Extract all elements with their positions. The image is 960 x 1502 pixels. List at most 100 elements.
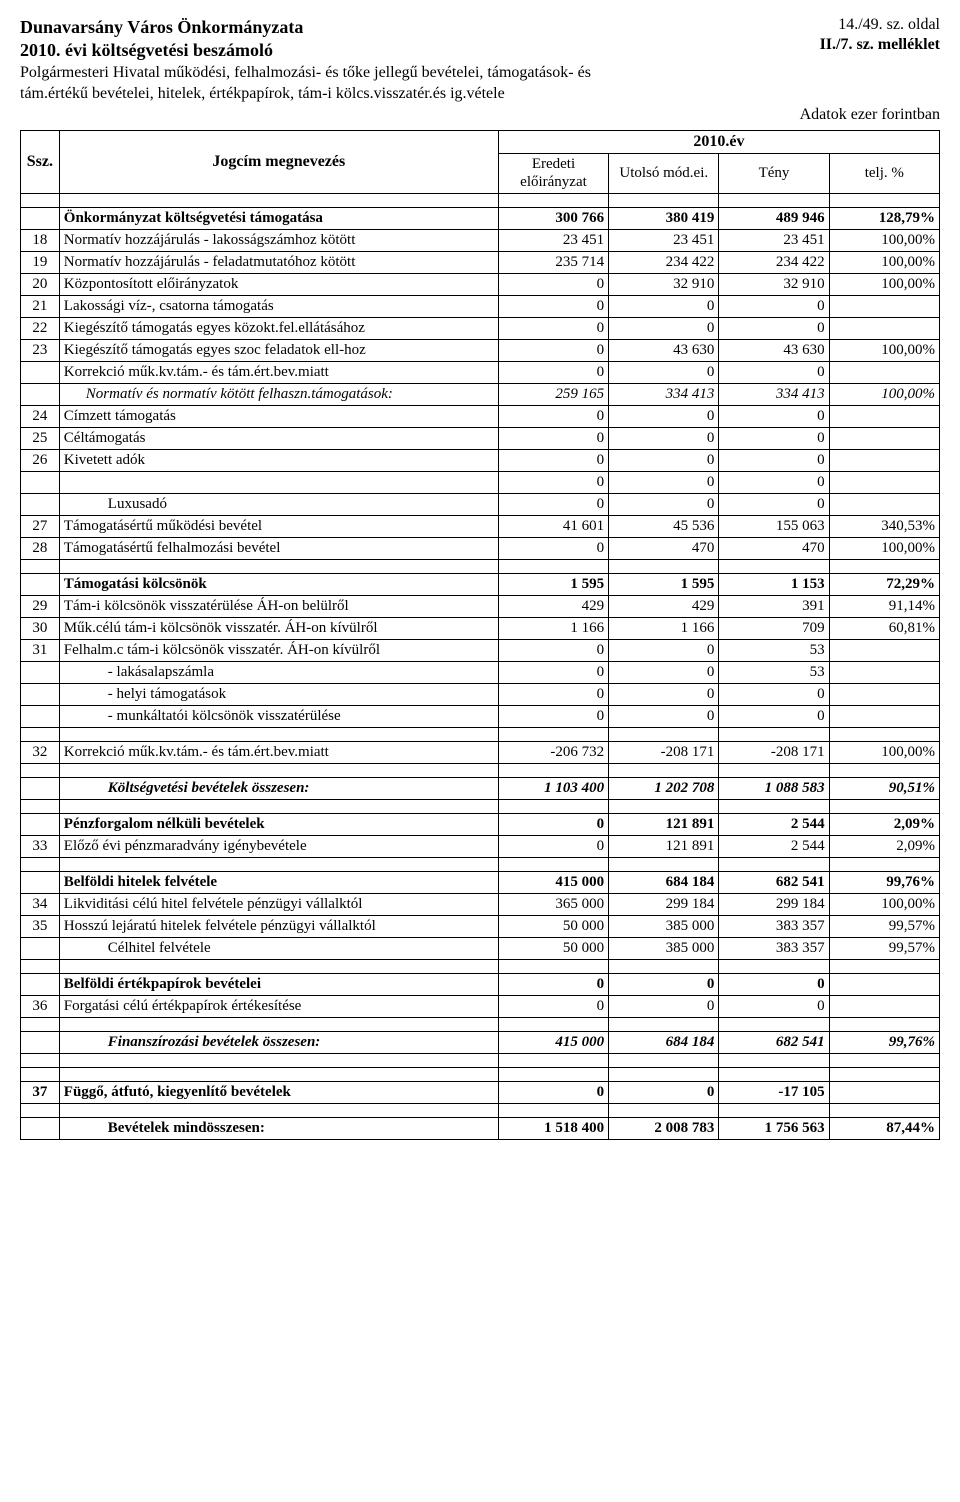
- cell-modified: 121 891: [609, 835, 719, 857]
- cell-modified: 0: [609, 405, 719, 427]
- cell-original: 0: [498, 705, 608, 727]
- cell-actual: 53: [719, 639, 829, 661]
- cell-modified: 385 000: [609, 937, 719, 959]
- empty-cell: [59, 1017, 498, 1031]
- cell-ssz: 31: [21, 639, 60, 661]
- table-row: Pénzforgalom nélküli bevételek0121 8912 …: [21, 813, 940, 835]
- cell-modified: 0: [609, 661, 719, 683]
- cell-original: 50 000: [498, 937, 608, 959]
- col-pct: telj. %: [829, 154, 939, 194]
- cell-name: Likviditási célú hitel felvétele pénzügy…: [59, 893, 498, 915]
- table-row: 30Műk.célú tám-i kölcsönök visszatér. ÁH…: [21, 617, 940, 639]
- empty-cell: [498, 727, 608, 741]
- table-head: Ssz. Jogcím megnevezés 2010.év Eredeti e…: [21, 131, 940, 194]
- cell-actual: 1 088 583: [719, 777, 829, 799]
- cell-name: Forgatási célú értékpapírok értékesítése: [59, 995, 498, 1017]
- cell-actual: 470: [719, 537, 829, 559]
- cell-pct: 128,79%: [829, 207, 939, 229]
- empty-cell: [829, 857, 939, 871]
- cell-ssz: 35: [21, 915, 60, 937]
- cell-pct: 100,00%: [829, 229, 939, 251]
- cell-pct: 72,29%: [829, 573, 939, 595]
- table-row: Luxusadó000: [21, 493, 940, 515]
- cell-modified: 45 536: [609, 515, 719, 537]
- cell-pct: [829, 405, 939, 427]
- cell-actual: 383 357: [719, 937, 829, 959]
- cell-name: Kivetett adók: [59, 449, 498, 471]
- empty-cell: [498, 1103, 608, 1117]
- table-row: 27Támogatásértű működési bevétel41 60145…: [21, 515, 940, 537]
- cell-original: 0: [498, 317, 608, 339]
- page-ref: 14./49. sz. oldal: [820, 16, 940, 34]
- cell-name: Belföldi hitelek felvétele: [59, 871, 498, 893]
- cell-name: Korrekció műk.kv.tám.- és tám.ért.bev.mi…: [59, 741, 498, 763]
- empty-cell: [829, 799, 939, 813]
- cell-actual: 0: [719, 317, 829, 339]
- cell-actual: 0: [719, 361, 829, 383]
- table-row: - helyi támogatások000: [21, 683, 940, 705]
- cell-name: Célhitel felvétele: [59, 937, 498, 959]
- empty-cell: [59, 193, 498, 207]
- empty-cell: [59, 857, 498, 871]
- cell-actual: 43 630: [719, 339, 829, 361]
- cell-modified: 334 413: [609, 383, 719, 405]
- cell-name: Önkormányzat költségvetési támogatása: [59, 207, 498, 229]
- cell-name: Központosított előirányzatok: [59, 273, 498, 295]
- cell-name: Költségvetési bevételek összesen:: [59, 777, 498, 799]
- cell-original: 0: [498, 295, 608, 317]
- table-row: 36Forgatási célú értékpapírok értékesíté…: [21, 995, 940, 1017]
- cell-original: 429: [498, 595, 608, 617]
- cell-original: 365 000: [498, 893, 608, 915]
- cell-modified: 121 891: [609, 813, 719, 835]
- org-title: Dunavarsány Város Önkormányzata: [20, 16, 620, 39]
- cell-actual: 155 063: [719, 515, 829, 537]
- cell-original: 0: [498, 449, 608, 471]
- empty-cell: [59, 1053, 498, 1067]
- empty-cell: [21, 1103, 60, 1117]
- budget-table: Ssz. Jogcím megnevezés 2010.év Eredeti e…: [20, 130, 940, 1140]
- table-row: 37Függő, átfutó, kiegyenlítő bevételek00…: [21, 1081, 940, 1103]
- cell-name: Felhalm.c tám-i kölcsönök visszatér. ÁH-…: [59, 639, 498, 661]
- cell-actual: -208 171: [719, 741, 829, 763]
- table-row: Célhitel felvétele50 000385 000383 35799…: [21, 937, 940, 959]
- cell-ssz: [21, 361, 60, 383]
- table-row: 35Hosszú lejáratú hitelek felvétele pénz…: [21, 915, 940, 937]
- empty-cell: [829, 959, 939, 973]
- cell-ssz: 20: [21, 273, 60, 295]
- cell-actual: 1 153: [719, 573, 829, 595]
- empty-cell: [498, 1017, 608, 1031]
- cell-modified: 32 910: [609, 273, 719, 295]
- cell-name: Lakossági víz-, csatorna támogatás: [59, 295, 498, 317]
- cell-actual: 334 413: [719, 383, 829, 405]
- empty-cell: [498, 559, 608, 573]
- cell-pct: [829, 683, 939, 705]
- cell-modified: 470: [609, 537, 719, 559]
- table-row: 21Lakossági víz-, csatorna támogatás000: [21, 295, 940, 317]
- cell-name: Normatív és normatív kötött felhaszn.tám…: [59, 383, 498, 405]
- empty-cell: [59, 799, 498, 813]
- cell-name: Kiegészítő támogatás egyes szoc feladato…: [59, 339, 498, 361]
- table-body: Önkormányzat költségvetési támogatása300…: [21, 193, 940, 1139]
- empty-cell: [719, 1067, 829, 1081]
- cell-actual: 383 357: [719, 915, 829, 937]
- cell-actual: 23 451: [719, 229, 829, 251]
- empty-cell: [21, 193, 60, 207]
- cell-modified: 0: [609, 427, 719, 449]
- empty-cell: [719, 857, 829, 871]
- empty-cell: [829, 559, 939, 573]
- empty-cell: [21, 799, 60, 813]
- empty-cell: [498, 763, 608, 777]
- cell-original: 0: [498, 339, 608, 361]
- cell-pct: 100,00%: [829, 537, 939, 559]
- table-row: Költségvetési bevételek összesen:1 103 4…: [21, 777, 940, 799]
- cell-ssz: [21, 1031, 60, 1053]
- table-row: 34Likviditási célú hitel felvétele pénzü…: [21, 893, 940, 915]
- cell-modified: 385 000: [609, 915, 719, 937]
- empty-cell: [59, 1103, 498, 1117]
- cell-pct: 100,00%: [829, 383, 939, 405]
- cell-original: 1 595: [498, 573, 608, 595]
- cell-original: 415 000: [498, 871, 608, 893]
- cell-name: Pénzforgalom nélküli bevételek: [59, 813, 498, 835]
- empty-cell: [498, 799, 608, 813]
- cell-original: 0: [498, 1081, 608, 1103]
